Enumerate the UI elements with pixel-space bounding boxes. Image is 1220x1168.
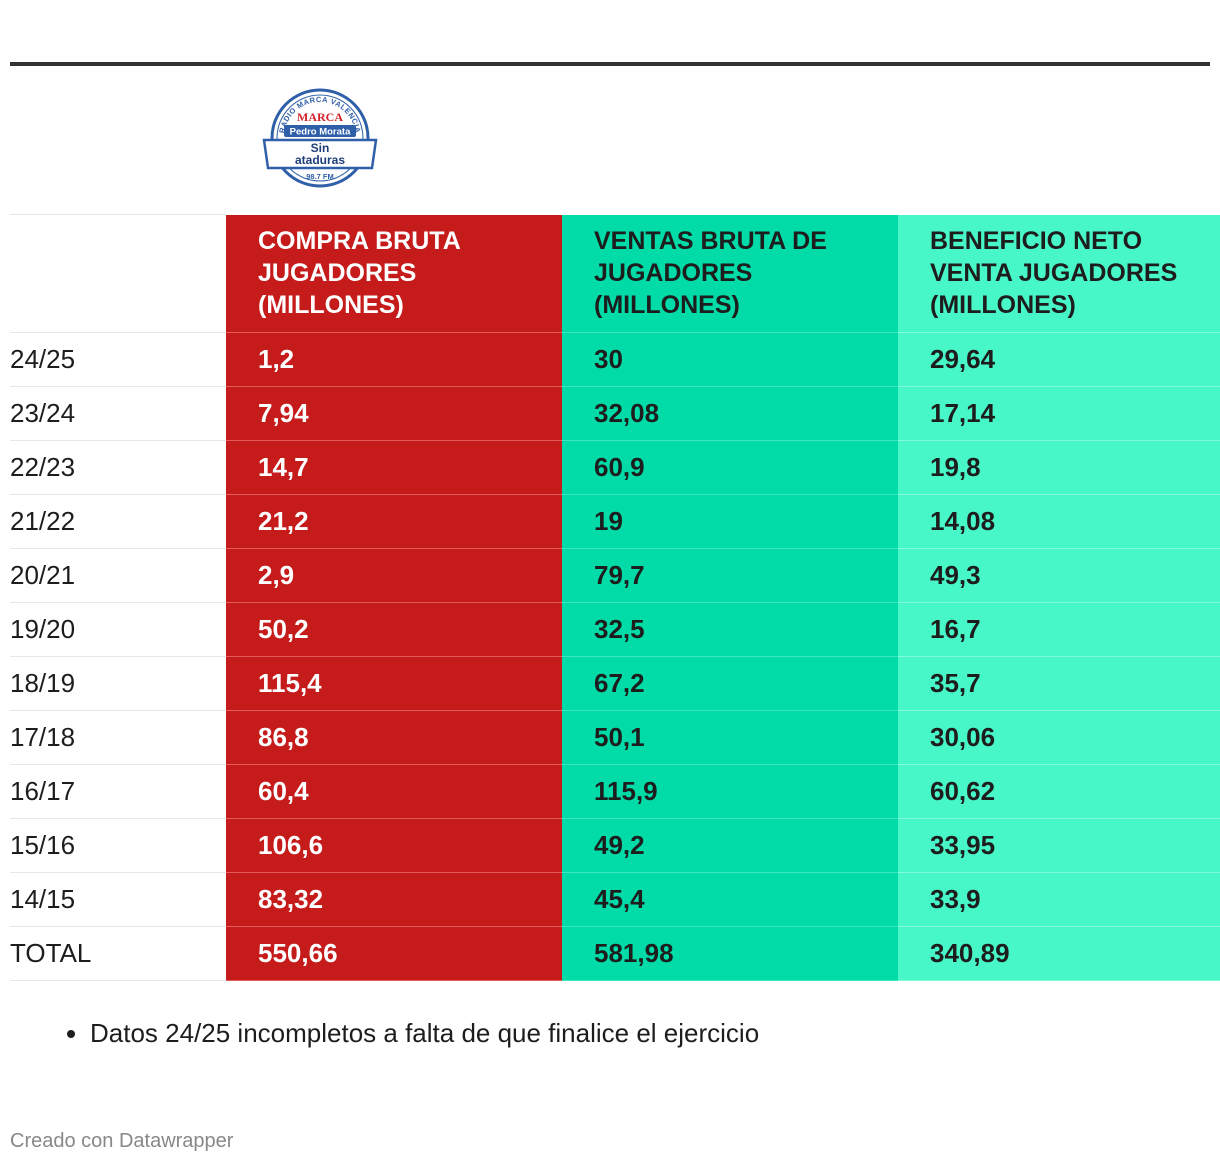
cell-compra-bruta: 1,2 — [226, 332, 562, 387]
cell-beneficio-neto: 33,9 — [898, 872, 1220, 927]
notes-list: Datos 24/25 incompletos a falta de que f… — [60, 1018, 759, 1049]
cell-ventas-bruta: 60,9 — [562, 440, 898, 495]
cell-compra-bruta: 115,4 — [226, 656, 562, 711]
logo-host: Pedro Morata — [290, 127, 351, 138]
cell-beneficio-neto: 49,3 — [898, 548, 1220, 603]
cell-season: 21/22 — [10, 494, 226, 549]
table-row: 22/23 14,7 60,9 19,8 — [10, 440, 1220, 495]
cell-season: 19/20 — [10, 602, 226, 657]
table-row: 14/15 83,32 45,4 33,9 — [10, 872, 1220, 927]
data-table: COMPRA BRUTA JUGADORES (MILLONES) VENTAS… — [10, 214, 1220, 981]
cell-season: 14/15 — [10, 872, 226, 927]
table-row: TOTAL 550,66 581,98 340,89 — [10, 926, 1220, 981]
cell-beneficio-neto: 29,64 — [898, 332, 1220, 387]
table-header-row: COMPRA BRUTA JUGADORES (MILLONES) VENTAS… — [10, 214, 1220, 333]
cell-season: 15/16 — [10, 818, 226, 873]
cell-ventas-bruta: 49,2 — [562, 818, 898, 873]
cell-season: 22/23 — [10, 440, 226, 495]
table-row: 17/18 86,8 50,1 30,06 — [10, 710, 1220, 765]
table-body: 24/25 1,2 30 29,64 23/24 7,94 32,08 17,14 22/23 1… — [10, 332, 1220, 981]
table-row: 18/19 115,4 67,2 35,7 — [10, 656, 1220, 711]
cell-compra-bruta: 60,4 — [226, 764, 562, 819]
note-item: Datos 24/25 incompletos a falta de que f… — [90, 1018, 759, 1049]
logo-show-line1: Sin — [311, 141, 330, 155]
cell-ventas-bruta: 67,2 — [562, 656, 898, 711]
cell-season: 17/18 — [10, 710, 226, 765]
logo-brand: MARCA — [297, 110, 343, 124]
cell-compra-bruta: 21,2 — [226, 494, 562, 549]
cell-beneficio-neto: 14,08 — [898, 494, 1220, 549]
table-row: 15/16 106,6 49,2 33,95 — [10, 818, 1220, 873]
cell-compra-bruta: 550,66 — [226, 926, 562, 981]
cell-beneficio-neto: 16,7 — [898, 602, 1220, 657]
cell-beneficio-neto: 19,8 — [898, 440, 1220, 495]
table-row: 23/24 7,94 32,08 17,14 — [10, 386, 1220, 441]
header-season — [10, 214, 226, 333]
cell-compra-bruta: 14,7 — [226, 440, 562, 495]
header-ventas-bruta: VENTAS BRUTA DE JUGADORES (MILLONES) — [562, 214, 898, 333]
cell-beneficio-neto: 340,89 — [898, 926, 1220, 981]
table-row: 16/17 60,4 115,9 60,62 — [10, 764, 1220, 819]
table-row: 20/21 2,9 79,7 49,3 — [10, 548, 1220, 603]
cell-ventas-bruta: 581,98 — [562, 926, 898, 981]
logo-show-line2: ataduras — [295, 153, 345, 167]
header-compra-bruta: COMPRA BRUTA JUGADORES (MILLONES) — [226, 214, 562, 333]
header-beneficio-neto: BENEFICIO NETO VENTA JUGADORES (MILLONES… — [898, 214, 1220, 333]
cell-season: 24/25 — [10, 332, 226, 387]
cell-compra-bruta: 106,6 — [226, 818, 562, 873]
cell-compra-bruta: 50,2 — [226, 602, 562, 657]
cell-ventas-bruta: 79,7 — [562, 548, 898, 603]
cell-beneficio-neto: 35,7 — [898, 656, 1220, 711]
credit-text: Creado con Datawrapper — [10, 1130, 234, 1152]
cell-ventas-bruta: 19 — [562, 494, 898, 549]
cell-ventas-bruta: 30 — [562, 332, 898, 387]
cell-ventas-bruta: 50,1 — [562, 710, 898, 765]
logo-frequency: 98.7 FM — [306, 172, 334, 181]
cell-season: 16/17 — [10, 764, 226, 819]
cell-beneficio-neto: 17,14 — [898, 386, 1220, 441]
cell-compra-bruta: 83,32 — [226, 872, 562, 927]
cell-ventas-bruta: 115,9 — [562, 764, 898, 819]
cell-compra-bruta: 7,94 — [226, 386, 562, 441]
cell-season: TOTAL — [10, 926, 226, 981]
cell-ventas-bruta: 32,08 — [562, 386, 898, 441]
cell-ventas-bruta: 45,4 — [562, 872, 898, 927]
cell-season: 23/24 — [10, 386, 226, 441]
cell-season: 20/21 — [10, 548, 226, 603]
table-row: 24/25 1,2 30 29,64 — [10, 332, 1220, 387]
top-rule — [10, 62, 1210, 66]
table-row: 21/22 21,2 19 14,08 — [10, 494, 1220, 549]
cell-compra-bruta: 2,9 — [226, 548, 562, 603]
cell-season: 18/19 — [10, 656, 226, 711]
cell-beneficio-neto: 30,06 — [898, 710, 1220, 765]
cell-beneficio-neto: 60,62 — [898, 764, 1220, 819]
table-row: 19/20 50,2 32,5 16,7 — [10, 602, 1220, 657]
cell-ventas-bruta: 32,5 — [562, 602, 898, 657]
cell-beneficio-neto: 33,95 — [898, 818, 1220, 873]
radio-marca-logo: RADIO MARCA VALENCIA MARCA Pedro Morata … — [262, 88, 378, 188]
cell-compra-bruta: 86,8 — [226, 710, 562, 765]
